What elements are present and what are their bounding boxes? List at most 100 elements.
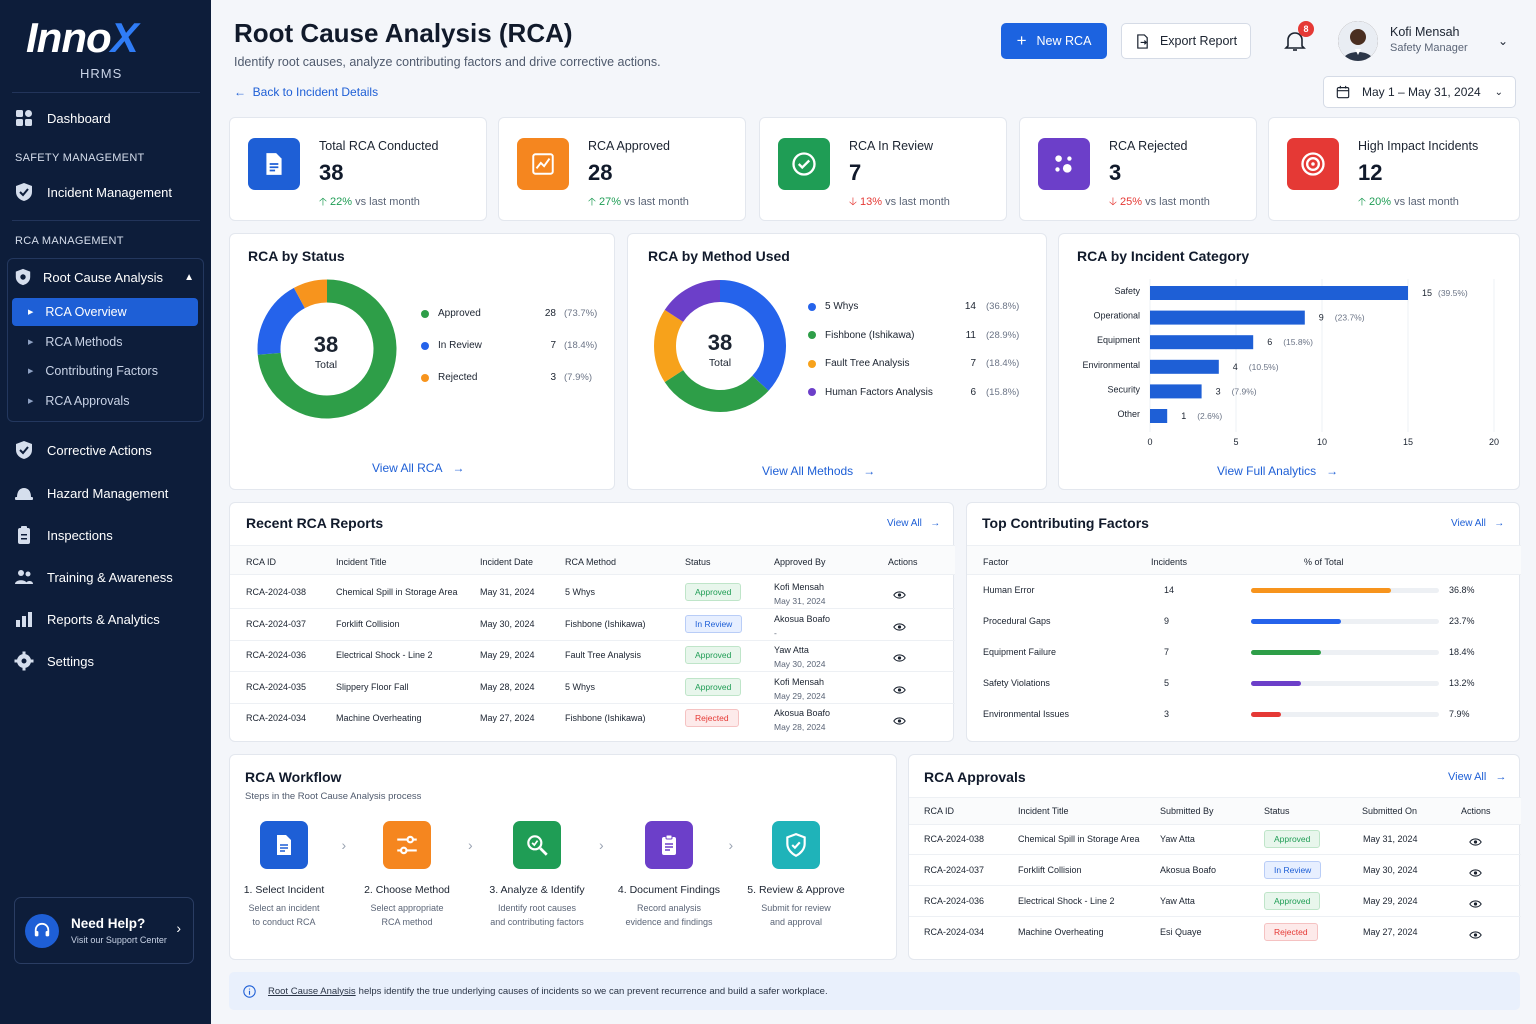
sidebar-item-corrective-actions[interactable]: Corrective Actions [14, 440, 152, 460]
view-all-methods-link[interactable]: View All Methods → [762, 464, 876, 478]
cell-approved-by: Akosua Boafo [774, 708, 831, 718]
sidebar-item-label: Settings [47, 653, 94, 669]
chevron-down-icon[interactable]: ⌄ [1498, 34, 1509, 48]
rca-by-category-card: RCA by Incident Category 0 5 10 15 20 Safety 1… [1058, 233, 1520, 490]
cell-approved-date: May 31, 2024 [774, 596, 826, 606]
cell-rca-id[interactable]: RCA-2024-036 [924, 896, 985, 906]
recent-view-all-link[interactable]: View All → [887, 518, 941, 529]
sidebar-item-reports[interactable]: Reports & Analytics [14, 609, 160, 629]
chevron-right-icon: › [468, 837, 473, 853]
export-report-button[interactable]: Export Report [1121, 23, 1251, 59]
status-badge: Rejected [685, 709, 739, 727]
view-eye-icon[interactable] [1469, 896, 1483, 908]
cell-incident-title: Chemical Spill in Storage Area [336, 587, 458, 597]
back-link[interactable]: ← Back to Incident Details [234, 85, 379, 99]
sidebar-subitem-rca-approvals[interactable]: ▶ RCA Approvals [28, 394, 130, 408]
search-check-icon [513, 821, 561, 869]
y-category-label: Security [1107, 384, 1140, 394]
view-full-analytics-link[interactable]: View Full Analytics → [1217, 464, 1339, 478]
workflow-step-title: 4. Document Findings [617, 884, 721, 896]
chevron-right-icon: › [728, 837, 734, 853]
kpi-rca-in-review: RCA In Review 7 🡣 13% vs last month [759, 117, 1007, 221]
bar-percent-label: (7.9%) [1232, 386, 1257, 396]
view-eye-icon[interactable] [893, 713, 907, 725]
legend-item: 5 Whys [808, 301, 858, 312]
x-tick-label: 0 [1147, 437, 1152, 447]
legend-percent: (7.9%) [564, 372, 592, 383]
help-title: Need Help? [71, 916, 146, 931]
page-subtitle: Identify root causes, analyze contributi… [234, 55, 661, 69]
cell-incident-title: Slippery Floor Fall [336, 681, 409, 692]
notification-badge: 8 [1298, 21, 1314, 37]
sidebar-subitem-rca-methods[interactable]: ▶ RCA Methods [28, 335, 123, 349]
rca-by-status-card: RCA by Status 38 Total Approved 28 (73.7%)… [229, 233, 615, 490]
progress-track [1251, 681, 1439, 686]
cell-rca-id[interactable]: RCA-2024-038 [924, 834, 985, 844]
row-divider [230, 671, 955, 672]
cell-approved-by: Kofi Mensah [774, 676, 825, 687]
view-eye-icon[interactable] [893, 619, 907, 631]
approvals-view-all-link[interactable]: View All → [1448, 771, 1507, 783]
y-category-label: Other [1117, 409, 1140, 419]
sidebar-subitem-contributing-factors[interactable]: ▶ Contributing Factors [28, 364, 158, 378]
cell-rca-id[interactable]: RCA-2024-035 [246, 681, 307, 692]
sidebar-item-training[interactable]: Training & Awareness [14, 567, 173, 587]
bell-icon[interactable] [1283, 28, 1307, 54]
help-card[interactable]: Need Help? Visit our Support Center › [14, 897, 194, 964]
bar-safety [1150, 286, 1408, 300]
row-divider [909, 885, 1521, 886]
bar-percent-label: (15.8%) [1283, 337, 1313, 347]
legend-dot [808, 331, 816, 339]
view-eye-icon[interactable] [1469, 927, 1483, 939]
app-logo[interactable]: InnoX [26, 14, 139, 61]
cell-rca-method: 5 Whys [565, 681, 596, 692]
sidebar-item-inspections[interactable]: Inspections [14, 525, 113, 545]
legend-item: Fishbone (Ishikawa) [808, 330, 914, 341]
view-all-rca-link[interactable]: View All RCA → [372, 461, 465, 475]
info-banner: Root Cause Analysis helps identify the t… [229, 972, 1520, 1010]
arrow-left-icon: ← [234, 85, 246, 99]
factors-view-all-link[interactable]: View All → [1451, 518, 1505, 529]
col-header: RCA ID [924, 806, 955, 816]
cell-rca-id[interactable]: RCA-2024-034 [924, 927, 985, 937]
sidebar-item-label: Corrective Actions [47, 442, 152, 458]
sidebar-item-incident-management[interactable]: Incident Management [14, 182, 172, 202]
view-eye-icon[interactable] [893, 587, 907, 599]
document-icon [248, 138, 300, 190]
cell-rca-id[interactable]: RCA-2024-036 [246, 650, 307, 660]
arrow-right-icon: → [452, 461, 465, 475]
cell-rca-method: 5 Whys [565, 587, 596, 597]
sidebar-item-dashboard[interactable]: Dashboard [14, 108, 111, 128]
view-eye-icon[interactable] [893, 650, 907, 662]
date-range-picker[interactable]: May 1 – May 31, 2024 ⌄ [1323, 76, 1516, 108]
cell-percent: 18.4% [1449, 647, 1475, 657]
cell-incident-title: Forklift Collision [336, 618, 400, 629]
view-eye-icon[interactable] [893, 682, 907, 694]
cell-rca-id[interactable]: RCA-2024-037 [246, 618, 307, 629]
rca-info-link[interactable]: Root Cause Analysis [268, 985, 356, 997]
cell-incident-date: May 30, 2024 [480, 618, 535, 629]
chevron-right-icon: › [599, 837, 604, 853]
cell-rca-id[interactable]: RCA-2024-034 [246, 713, 307, 723]
chevron-up-icon[interactable]: ▲ [184, 271, 194, 283]
new-rca-button[interactable]: + New RCA [1001, 23, 1107, 59]
rca-by-method-card: RCA by Method Used 38 Total 5 Whys 14 (36.… [627, 233, 1047, 490]
sidebar-item-hazard-management[interactable]: Hazard Management [14, 483, 168, 503]
gear-icon [14, 651, 34, 671]
progress-fill [1251, 681, 1302, 686]
sidebar-subitem-rca-overview[interactable]: ▶ RCA Overview [12, 298, 198, 326]
row-divider [230, 639, 955, 641]
avatar[interactable] [1338, 21, 1378, 61]
cell-approved-date: May 28, 2024 [774, 722, 826, 732]
legend-dot [808, 388, 816, 396]
cell-factor: Equipment Failure [983, 647, 1057, 657]
row-divider [909, 916, 1521, 917]
sidebar-item-root-cause-analysis[interactable]: Root Cause Analysis ▲ [14, 268, 194, 286]
legend-value: 6 [970, 386, 976, 398]
legend-dot [808, 302, 816, 311]
cell-rca-id[interactable]: RCA-2024-037 [924, 865, 985, 875]
view-eye-icon[interactable] [1469, 865, 1483, 877]
cell-rca-id[interactable]: RCA-2024-038 [246, 587, 307, 597]
view-eye-icon[interactable] [1469, 834, 1483, 846]
sidebar-item-settings[interactable]: Settings [14, 651, 94, 671]
